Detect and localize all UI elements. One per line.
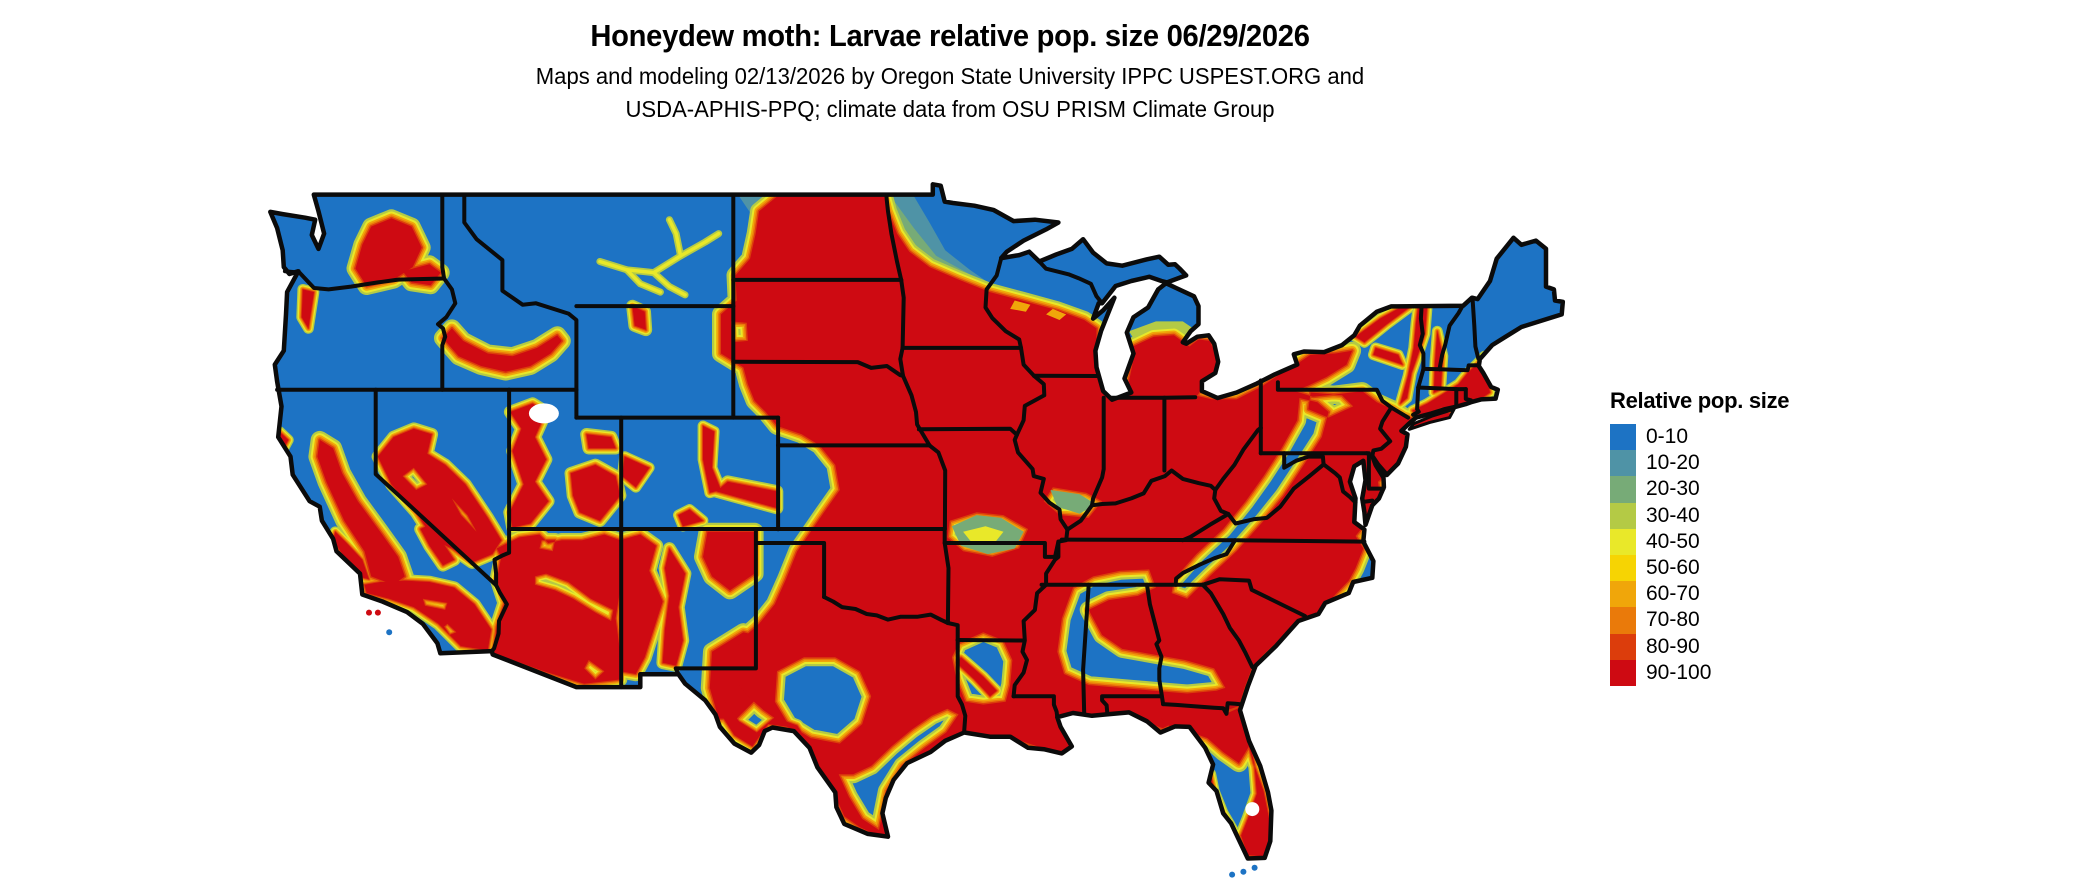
legend-label: 90-100	[1646, 660, 1712, 684]
legend-item: 70-80	[1610, 607, 1789, 634]
legend-item: 40-50	[1610, 528, 1789, 555]
legend-label: 70-80	[1646, 608, 1700, 632]
legend-item: 50-60	[1610, 554, 1789, 582]
legend-title: Relative pop. size	[1610, 388, 1790, 413]
legend-swatch	[1610, 424, 1636, 451]
legend-item: 20-30	[1610, 476, 1789, 503]
legend-swatch	[1610, 476, 1636, 503]
legend-label: 60-70	[1646, 582, 1700, 606]
legend-item: 90-100	[1610, 659, 1789, 686]
legend-swatch	[1610, 581, 1636, 608]
legend-label: 40-50	[1646, 529, 1700, 553]
legend-swatch	[1610, 528, 1636, 555]
legend-label: 20-30	[1646, 477, 1700, 501]
legend-label: 10-20	[1646, 451, 1700, 475]
legend-label: 0-10	[1646, 425, 1689, 449]
legend-item: 0-10	[1610, 424, 1789, 451]
legend-label: 30-40	[1646, 503, 1700, 527]
legend-label: 50-60	[1646, 556, 1700, 580]
legend-swatch	[1610, 607, 1636, 634]
legend-swatch	[1610, 659, 1636, 686]
legend-item: 60-70	[1610, 581, 1789, 608]
legend-label: 80-90	[1646, 634, 1700, 658]
legend-item: 30-40	[1610, 502, 1789, 529]
map-subtitle-line1: Maps and modeling 02/13/2026 by Oregon S…	[535, 63, 1365, 89]
legend-item: 80-90	[1610, 633, 1789, 660]
legend-item: 10-20	[1610, 450, 1789, 477]
legend-swatch	[1610, 633, 1636, 660]
legend-swatch	[1610, 450, 1636, 477]
legend-swatch	[1610, 502, 1636, 529]
legend-swatch	[1610, 554, 1636, 582]
map-subtitle-line2: USDA-APHIS-PPQ; climate data from OSU PR…	[625, 96, 1275, 122]
legend: Relative pop. size 0-10 10-20 20-30 30-40 40…	[1610, 388, 1790, 686]
map-subtitle: Maps and modeling 02/13/2026 by Oregon S…	[374, 60, 1526, 126]
map-title: Honeydew moth: Larvae relative pop. size…	[590, 18, 1310, 53]
